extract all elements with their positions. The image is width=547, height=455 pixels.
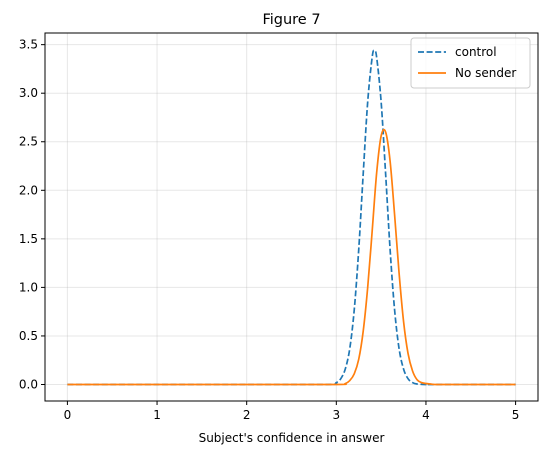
legend-label: control bbox=[455, 45, 497, 59]
y-axis: 0.0 0.5 1.0 1.5 2.0 2.5 3.0 3.5 bbox=[19, 38, 45, 391]
x-tick-label: 5 bbox=[512, 408, 520, 422]
y-tick-label: 0.0 bbox=[19, 377, 38, 391]
series-line-control bbox=[67, 49, 516, 386]
legend: control No sender bbox=[410, 37, 531, 89]
series-layer bbox=[67, 49, 516, 386]
y-tick-label: 2.0 bbox=[19, 183, 38, 197]
y-tick-label: 1.5 bbox=[19, 232, 38, 246]
legend-label: No sender bbox=[455, 66, 516, 80]
y-tick-label: 0.5 bbox=[19, 329, 38, 343]
chart-title: Figure 7 bbox=[262, 12, 320, 28]
x-axis: 0 1 2 3 4 5 bbox=[64, 401, 520, 422]
x-tick-label: 2 bbox=[243, 408, 251, 422]
series-line-no-sender bbox=[67, 128, 516, 386]
y-tick-label: 3.5 bbox=[19, 38, 38, 52]
plot-frame bbox=[44, 32, 539, 402]
y-tick-label: 2.5 bbox=[19, 135, 38, 149]
legend-box bbox=[410, 37, 531, 89]
y-tick-label: 3.0 bbox=[19, 86, 38, 100]
y-tick-label: 1.0 bbox=[19, 280, 38, 294]
x-tick-label: 3 bbox=[332, 408, 340, 422]
x-tick-label: 4 bbox=[422, 408, 430, 422]
x-tick-label: 1 bbox=[153, 408, 161, 422]
x-tick-label: 0 bbox=[64, 408, 72, 422]
x-axis-label: Subject's confidence in answer bbox=[199, 431, 385, 445]
